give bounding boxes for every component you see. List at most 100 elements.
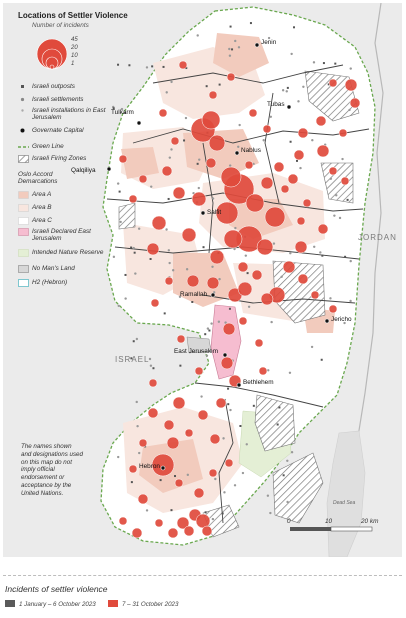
incident-circle: [328, 304, 338, 314]
settlement-dot: [329, 297, 332, 300]
incident-circle: [174, 478, 184, 488]
governorate-capitals: [106, 42, 330, 471]
settlement-dot: [210, 322, 213, 325]
legend-label: Oslo Accord Demarcations: [18, 171, 58, 185]
settlement-dot: [295, 159, 298, 162]
settlement-dot: [313, 245, 316, 249]
dead-sea-label: Dead Sea: [333, 500, 356, 506]
incident-circle: [209, 433, 221, 445]
settlement-dot: [211, 265, 214, 268]
settlement-dot: [159, 479, 162, 482]
settlement-dot: [245, 443, 248, 446]
incident-circle: [131, 527, 143, 539]
place-label-salfit: Salfit: [207, 209, 222, 216]
settlement-dot: [132, 246, 135, 250]
scale-label-end: 20 km: [361, 518, 379, 525]
settlement-dot: [117, 455, 120, 459]
incident-circle: [297, 127, 309, 139]
settlement-dot: [174, 475, 177, 478]
size-legend-circles: [36, 38, 68, 70]
settlement-dot: [124, 297, 127, 300]
incident-circle: [178, 60, 188, 70]
settlement-dot: [134, 272, 137, 275]
incident-circle: [223, 229, 243, 249]
firing-zones: [118, 70, 360, 538]
incident-circle: [148, 378, 158, 388]
place-label-qalqiliya: Qalqiliya: [71, 167, 96, 174]
incident-circle: [118, 516, 128, 526]
map-title: Locations of Settler Violence: [18, 11, 128, 20]
incident-circle: [181, 227, 197, 243]
incident-circle: [293, 149, 305, 161]
settlement-dot: [327, 83, 330, 86]
settlement-dot: [185, 268, 189, 271]
incident-circle: [194, 366, 204, 376]
incident-circle: [183, 525, 195, 537]
incident-circle: [146, 242, 160, 256]
settlement-dot: [170, 509, 173, 512]
settlement-dot: [233, 484, 237, 487]
settlement-dot: [145, 66, 149, 69]
settlement-dot: [333, 214, 336, 217]
settlement-dot: [217, 320, 221, 323]
incident-circle: [260, 292, 274, 306]
settlement-dot: [244, 254, 248, 257]
settlement-dot: [130, 246, 133, 249]
settlement-dot: [128, 64, 131, 67]
incident-circle: [328, 166, 338, 176]
legend-label: Israeli Firing Zones: [32, 155, 87, 162]
settlement-dot: [239, 424, 242, 427]
settlement-dot: [221, 512, 224, 515]
period2-swatch: [108, 600, 118, 607]
settlement-dot: [138, 451, 141, 455]
settlement-dot: [149, 364, 153, 367]
settlement-dot: [349, 67, 352, 70]
settlement-dot: [272, 242, 276, 245]
settlement-dot: [246, 272, 249, 275]
settlement-dot: [145, 509, 149, 512]
incident-circle: [197, 409, 209, 421]
footer-legend-period1: 1 January – 6 October 2023: [5, 600, 96, 608]
incident-circle: [161, 165, 173, 177]
settlement-dot: [227, 403, 230, 406]
settlement-dot: [202, 246, 205, 249]
settlement-dot: [282, 474, 285, 477]
settlement-dot: [119, 220, 122, 224]
settlement-dot: [237, 145, 240, 148]
settlement-dot: [163, 312, 166, 315]
incident-circle: [193, 487, 205, 499]
footer-legend-period2: 7 – 31 October 2023: [108, 600, 178, 608]
settlement-dot: [266, 494, 270, 497]
legend-label: Intended Nature Reserve: [32, 249, 104, 256]
settlement-dot: [120, 107, 124, 111]
incident-circle: [256, 238, 274, 256]
incident-circle: [282, 260, 296, 274]
settlement-dot: [270, 320, 273, 324]
incident-circle: [147, 407, 159, 419]
settlement-dot: [293, 26, 296, 29]
incident-circle: [220, 356, 234, 370]
size-label-45: 45: [71, 37, 78, 43]
settlement-dot: [269, 511, 272, 515]
incident-circle: [163, 419, 175, 431]
incident-circle: [128, 194, 138, 204]
country-label-israel: ISRAEL: [115, 355, 150, 364]
settlement-dot: [183, 139, 186, 142]
settlement-dot: [252, 404, 255, 407]
settlement-dot: [211, 197, 215, 200]
place-label-hebron: Hebron: [139, 463, 160, 470]
settlement-dot: [229, 408, 232, 412]
settlement-dot: [184, 116, 188, 120]
settlement-dot: [224, 321, 227, 324]
settlement-dot: [289, 252, 292, 255]
settlement-dot: [227, 387, 230, 390]
incident-circle: [184, 428, 194, 438]
settlement-dot: [197, 186, 200, 190]
capital-marker-jenin: [254, 42, 260, 48]
legend-label: Area C: [32, 217, 52, 224]
scale-label-zero: 0: [287, 518, 291, 525]
settlement-dot: [276, 423, 279, 426]
footer-divider: [3, 575, 402, 576]
incident-circle: [208, 90, 218, 100]
scale-bar: [290, 526, 373, 532]
